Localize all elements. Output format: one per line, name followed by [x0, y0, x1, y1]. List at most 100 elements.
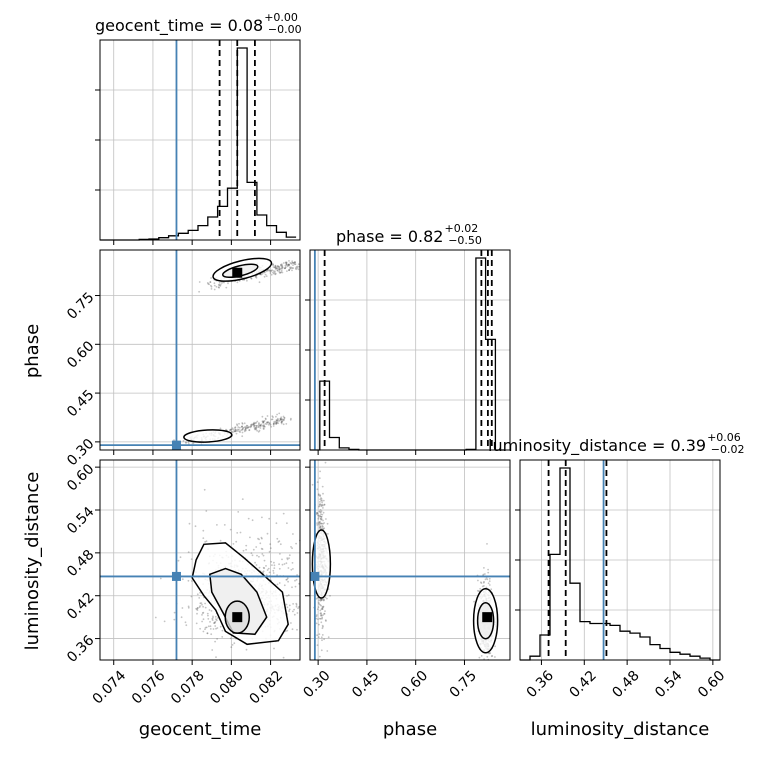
- sample-point: [316, 512, 319, 515]
- sample-point: [187, 551, 190, 553]
- sample-point: [256, 429, 258, 432]
- histogram-luminosity_distance: [520, 467, 720, 661]
- sample-point: [259, 424, 262, 426]
- sample-point: [216, 638, 219, 640]
- sample-point: [325, 620, 327, 622]
- sample-point: [277, 265, 279, 268]
- sample-point: [311, 483, 314, 486]
- sample-point: [212, 616, 214, 619]
- sample-point: [253, 427, 256, 429]
- sample-point: [194, 525, 197, 528]
- sample-point: [278, 266, 280, 269]
- sample-point: [292, 568, 294, 570]
- sample-point: [270, 273, 273, 276]
- sample-point: [187, 579, 190, 582]
- sample-point: [290, 266, 292, 269]
- sample-point: [284, 267, 286, 269]
- sample-point: [275, 421, 277, 423]
- sample-point: [247, 426, 250, 429]
- sample-point: [482, 581, 485, 584]
- sample-point: [321, 501, 323, 504]
- sample-point: [291, 628, 294, 631]
- sample-point: [241, 435, 244, 438]
- sample-point: [241, 423, 244, 425]
- sample-point: [173, 439, 175, 441]
- sample-point: [269, 543, 272, 545]
- grid-lines: [100, 40, 720, 660]
- sample-point: [263, 425, 266, 428]
- sample-point: [261, 548, 264, 550]
- sample-point: [480, 655, 483, 657]
- sample-point: [225, 286, 228, 289]
- sample-point: [322, 525, 324, 528]
- sample-point: [288, 260, 290, 262]
- sample-point: [274, 266, 276, 269]
- sample-point: [261, 273, 264, 275]
- sample-point: [276, 267, 279, 270]
- sample-point: [233, 430, 235, 432]
- sample-point: [288, 557, 290, 560]
- ylabel-phase: phase: [22, 324, 43, 378]
- sample-point: [488, 584, 491, 586]
- sample-point: [265, 565, 267, 567]
- sample-point: [235, 432, 238, 435]
- sample-point: [284, 266, 287, 269]
- panel-frame: [99, 249, 301, 451]
- sample-point: [245, 426, 248, 429]
- sample-point: [266, 421, 269, 424]
- sample-point: [250, 424, 252, 426]
- sample-point: [494, 656, 496, 658]
- sample-point: [318, 526, 321, 529]
- sample-point: [318, 514, 320, 517]
- sample-point: [320, 598, 323, 601]
- sample-point: [285, 578, 288, 581]
- sample-point: [215, 656, 217, 658]
- sample-point: [286, 595, 288, 597]
- sample-point: [321, 624, 324, 627]
- sample-point: [290, 568, 293, 571]
- sample-point: [278, 582, 281, 584]
- sample-point: [202, 618, 205, 621]
- sample-point: [480, 581, 482, 584]
- sample-point: [234, 430, 237, 433]
- sample-point: [320, 510, 323, 512]
- sample-point: [293, 608, 295, 611]
- sample-point: [230, 428, 232, 431]
- sample-point: [258, 538, 260, 541]
- sample-point: [315, 597, 318, 600]
- y-tick-label: 0.48: [64, 547, 97, 580]
- sample-point: [278, 567, 281, 570]
- sample-point: [280, 416, 283, 419]
- sample-point: [274, 266, 277, 268]
- sample-point: [245, 429, 247, 432]
- sample-point: [284, 630, 287, 633]
- sample-point: [295, 578, 298, 581]
- sample-point: [257, 430, 260, 433]
- sample-point: [294, 267, 297, 270]
- sample-point: [281, 268, 283, 270]
- sample-point: [199, 602, 202, 605]
- sample-point: [294, 263, 297, 266]
- title-geocent-time: geocent_time = 0.08+0.00 −0.00: [95, 11, 302, 36]
- sample-point: [288, 263, 290, 266]
- sample-point: [279, 543, 282, 546]
- sample-point: [231, 644, 234, 646]
- sample-point: [317, 517, 320, 520]
- sample-point: [293, 263, 296, 266]
- sample-point: [205, 540, 208, 543]
- sample-point: [322, 625, 324, 628]
- sample-point: [293, 613, 296, 616]
- y-tick-label: 0.30: [64, 436, 97, 469]
- sample-point: [278, 269, 281, 271]
- sample-point: [208, 283, 211, 286]
- sample-point: [218, 283, 220, 286]
- sample-point: [229, 637, 232, 640]
- sample-point: [275, 422, 278, 425]
- sample-point: [290, 546, 292, 548]
- sample-point: [249, 536, 251, 539]
- sample-point: [479, 587, 482, 590]
- sample-point: [325, 518, 327, 520]
- sample-point: [488, 652, 491, 655]
- sample-point: [320, 612, 322, 615]
- sample-point: [229, 428, 232, 431]
